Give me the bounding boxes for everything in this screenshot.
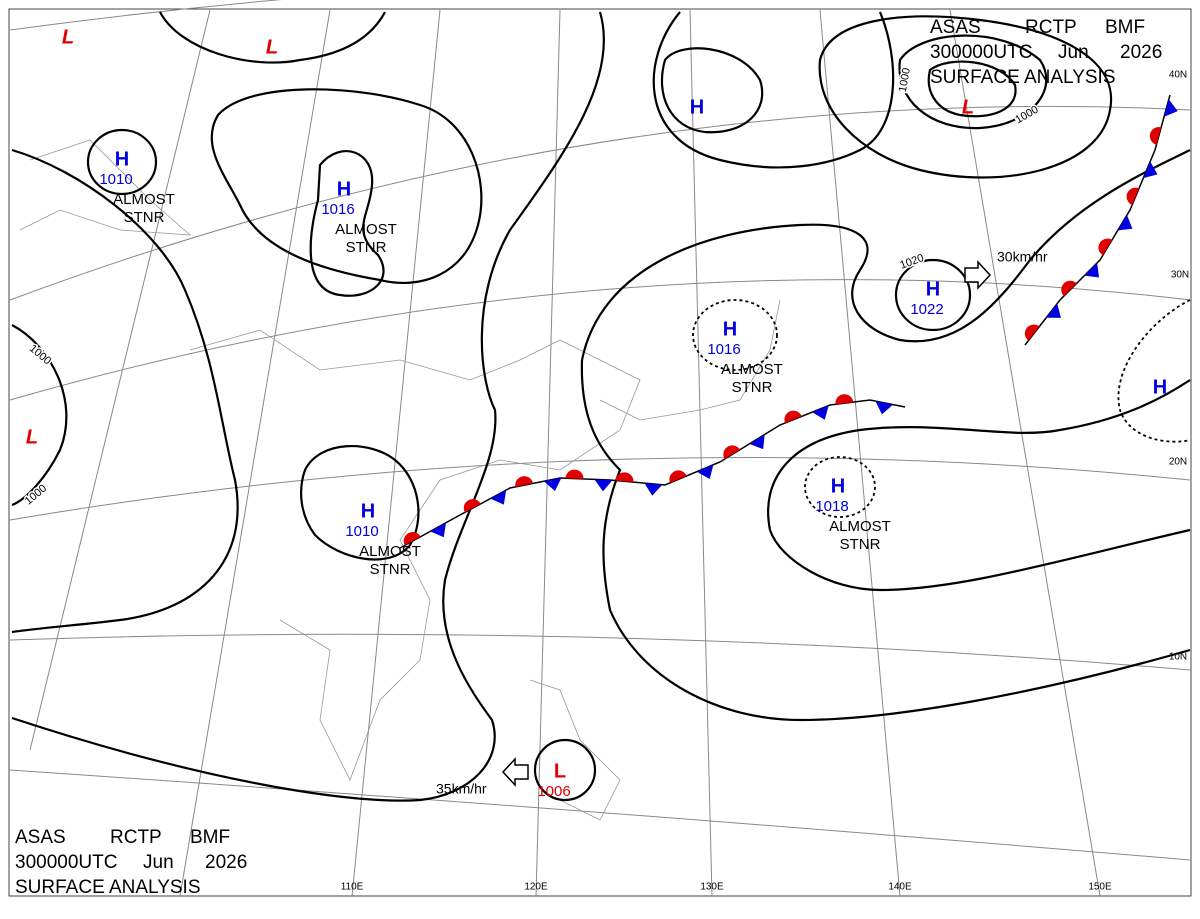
center-note: STNR (840, 536, 881, 553)
warm-front-mark (1149, 127, 1162, 145)
center-pressure: 1006 (537, 783, 570, 800)
cold-front-mark (543, 477, 562, 491)
center-symbol: L (62, 26, 74, 48)
longitude-label: 120E (524, 882, 548, 893)
center-note: ALMOST (113, 191, 175, 208)
header-text: Jun (143, 852, 174, 873)
center-pressure: 1010 (99, 171, 132, 188)
center-symbol: H (1153, 376, 1167, 398)
warm-front-mark (515, 476, 534, 487)
cold-front-mark (1143, 161, 1158, 179)
front-line (399, 399, 906, 549)
motion-label: 35km/hr (436, 781, 487, 797)
center-symbol: H (115, 148, 129, 170)
latitude-label: 20N (1169, 457, 1187, 468)
warm-front-mark (669, 470, 687, 483)
center-pressure: 1022 (910, 301, 943, 318)
header-text: Jun (1058, 42, 1089, 63)
cold-front-mark (644, 483, 663, 496)
center-symbol: L (554, 760, 566, 782)
warm-front-mark (1024, 324, 1040, 341)
header-text: 300000UTC (15, 852, 117, 873)
header-text: ASAS (15, 827, 66, 848)
header-text: 2026 (205, 852, 247, 873)
center-note: STNR (124, 209, 165, 226)
longitude-label: 150E (1088, 882, 1112, 893)
latitude-label: 30N (1171, 270, 1189, 281)
cold-front-mark (812, 405, 829, 420)
graticule (9, 0, 1191, 897)
center-pressure: 1010 (345, 523, 378, 540)
center-symbol: H (723, 318, 737, 340)
center-pressure: 1016 (707, 341, 740, 358)
warm-front-mark (723, 445, 741, 460)
coastlines (19, 139, 781, 821)
center-symbol: H (690, 96, 704, 118)
cold-front-mark (1046, 303, 1061, 318)
cold-front-mark (1117, 214, 1133, 231)
center-note: STNR (370, 561, 411, 578)
warm-front-mark (1126, 187, 1140, 205)
center-note: ALMOST (829, 518, 891, 535)
center-symbol: H (337, 178, 351, 200)
cold-front-mark (1084, 262, 1100, 278)
cold-front-mark (1164, 99, 1178, 117)
warm-front-mark (403, 532, 421, 546)
latitude-label: 10N (1169, 652, 1187, 663)
warm-front-mark (463, 499, 481, 513)
cold-front-mark (594, 479, 613, 492)
header-text: RCTP (110, 827, 162, 848)
header-text: ASAS (930, 17, 981, 38)
center-note: STNR (732, 379, 773, 396)
isobars (11, 11, 1191, 802)
center-note: ALMOST (335, 221, 397, 238)
center-note: STNR (346, 239, 387, 256)
header-text: RCTP (1025, 17, 1077, 38)
front-line (1024, 94, 1171, 346)
cold-front-mark (696, 464, 714, 480)
header-text: 300000UTC (930, 42, 1032, 63)
header-text: SURFACE ANALYSIS (930, 67, 1116, 88)
cold-front-mark (430, 522, 447, 538)
center-symbol: L (266, 36, 278, 58)
cold-front-mark (875, 401, 894, 415)
warm-front-mark (1061, 280, 1077, 297)
center-note: ALMOST (721, 361, 783, 378)
header-text: SURFACE ANALYSIS (15, 877, 201, 898)
map-frame (8, 8, 1192, 897)
fronts (399, 94, 1178, 549)
cold-front-mark (490, 490, 507, 505)
header-text: BMF (190, 827, 230, 848)
warm-front-mark (835, 394, 854, 405)
longitude-label: 140E (888, 882, 912, 893)
warm-front-mark (1098, 238, 1113, 256)
isobar-label: 1000 (897, 67, 913, 93)
center-symbol: L (962, 96, 974, 118)
longitude-label: 110E (341, 882, 364, 893)
header-text: BMF (1105, 17, 1145, 38)
cold-front-mark (749, 434, 765, 450)
center-symbol: H (926, 278, 940, 300)
header-text: 2026 (1120, 42, 1162, 63)
center-pressure: 1018 (815, 498, 848, 515)
motion-label: 30km/hr (997, 249, 1048, 265)
center-symbol: L (26, 426, 38, 448)
motion-arrows (501, 260, 992, 787)
warm-front-mark (615, 472, 634, 483)
center-note: ALMOST (359, 543, 421, 560)
longitude-label: 130E (700, 882, 724, 893)
center-symbol: H (361, 500, 375, 522)
warm-front-mark (784, 410, 802, 423)
latitude-label: 40N (1169, 70, 1187, 81)
center-pressure: 1016 (321, 201, 354, 218)
center-symbol: H (831, 475, 845, 497)
warm-front-mark (565, 469, 584, 479)
